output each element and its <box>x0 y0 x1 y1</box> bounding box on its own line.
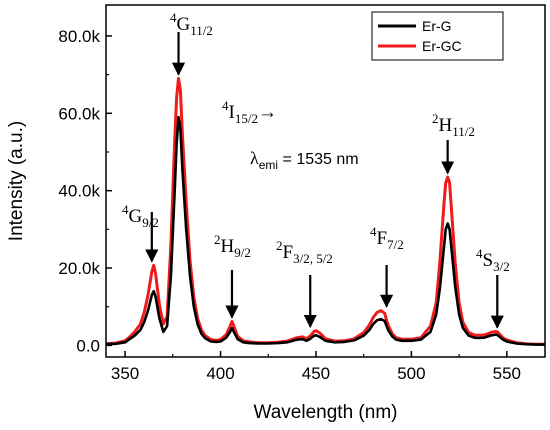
x-tick-label: 350 <box>111 364 139 383</box>
x-axis-title: Wavelength (nm) <box>254 402 398 423</box>
legend-label-er-g: Er-G <box>422 18 452 34</box>
x-tick-label: 550 <box>493 364 521 383</box>
y-axis-title: Intensity (a.u.) <box>6 121 27 241</box>
x-tick-label: 450 <box>302 364 330 383</box>
transition-label: 4G9/2 <box>122 202 159 230</box>
ground-state-label: 4I15/2→ <box>222 98 277 126</box>
transition-label: 2H11/2 <box>432 111 475 139</box>
x-tick-label: 400 <box>206 364 234 383</box>
y-tick-label: 40.0k <box>58 182 100 201</box>
y-tick-label: 0.0 <box>76 336 100 355</box>
y-tick-label: 80.0k <box>58 27 100 46</box>
series-line-er-gc <box>105 77 545 346</box>
x-tick-label: 500 <box>397 364 425 383</box>
series-line-er-g <box>105 115 545 346</box>
plot-frame <box>105 4 546 358</box>
emission-wavelength-label: λemi = 1535 nm <box>250 148 359 172</box>
transition-label: 2H9/2 <box>214 232 251 260</box>
transition-label: 2F3/2, 5/2 <box>276 238 333 266</box>
plot-content: 350 400 450 500 550 0.0 20.0k 40.0k 60.0k 80.0k Wa… <box>6 4 546 423</box>
transition-label: 4G11/2 <box>170 10 213 38</box>
y-tick-label: 20.0k <box>58 259 100 278</box>
transition-label: 4F7/2 <box>370 224 404 252</box>
transition-label: 4S3/2 <box>476 246 510 274</box>
legend-box <box>371 11 504 61</box>
y-tick-label: 60.0k <box>58 104 100 123</box>
legend-label-er-gc: Er-GC <box>422 38 462 54</box>
